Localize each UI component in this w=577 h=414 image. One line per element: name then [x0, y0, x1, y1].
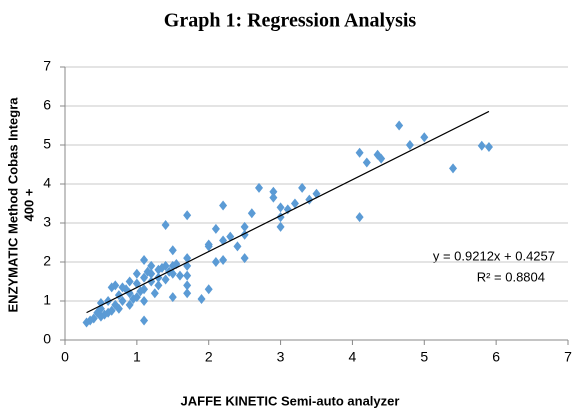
point [118, 282, 127, 293]
x-axis-label: JAFFE KINETIC Semi-auto analyzer [181, 393, 400, 408]
point [147, 260, 156, 271]
x-tick-label: 3 [277, 349, 285, 365]
x-tick-label: 5 [420, 349, 428, 365]
point [183, 280, 192, 291]
point [233, 241, 242, 252]
point [143, 266, 152, 277]
y-tick-label: 2 [43, 253, 51, 269]
point [484, 141, 493, 152]
point [161, 219, 170, 230]
point [355, 212, 364, 223]
point [183, 210, 192, 221]
point [269, 192, 278, 203]
point [114, 303, 123, 314]
point [183, 253, 192, 264]
x-tick-label: 1 [133, 349, 141, 365]
equation: y = 0.9212x + 0.4257 [433, 248, 555, 263]
point [355, 147, 364, 158]
point [298, 182, 307, 193]
y-tick-label: 4 [43, 175, 51, 191]
point [140, 272, 149, 283]
y-tick-label: 3 [43, 214, 51, 230]
y-tick-label: 0 [43, 331, 51, 347]
point [377, 153, 386, 164]
y-axis-label: 400 + [21, 188, 36, 221]
point [175, 270, 184, 281]
point [219, 200, 228, 211]
y-tick-label: 1 [43, 292, 51, 308]
point [107, 282, 116, 293]
point [168, 245, 177, 256]
point [132, 268, 141, 279]
point [240, 253, 249, 264]
point [96, 297, 105, 308]
point [477, 140, 486, 151]
point [161, 274, 170, 285]
point [283, 204, 292, 215]
point [204, 284, 213, 295]
point [118, 296, 127, 306]
x-tick-label: 4 [349, 349, 357, 365]
x-tick-label: 6 [492, 349, 500, 365]
point [140, 296, 149, 306]
trendline [86, 110, 490, 314]
y-tick-label: 5 [43, 136, 51, 152]
point [136, 286, 145, 297]
point [204, 241, 213, 252]
point [197, 294, 206, 305]
point [168, 292, 177, 303]
point [82, 317, 91, 328]
point [211, 257, 220, 267]
x-tick-label: 0 [61, 349, 69, 365]
point [290, 198, 299, 209]
point [395, 120, 404, 131]
x-tick-label: 2 [205, 349, 213, 365]
chart-title: Graph 1: Regression Analysis [164, 10, 417, 32]
point [276, 202, 285, 213]
point [129, 294, 138, 305]
y-tick-label: 7 [43, 58, 51, 74]
y-axis-label: ENZYMATIC Method Cobas Integra [5, 97, 20, 313]
point [211, 223, 220, 234]
point [183, 270, 192, 281]
point [247, 208, 256, 219]
point [158, 262, 167, 273]
point [269, 186, 278, 197]
x-tick-label: 7 [564, 349, 572, 365]
point [125, 299, 134, 310]
r-squared: R² = 0.8804 [477, 269, 545, 284]
y-tick-label: 6 [43, 97, 51, 113]
point [449, 163, 458, 174]
point [255, 182, 264, 193]
point [240, 221, 249, 232]
point [183, 288, 192, 299]
point [140, 255, 149, 266]
point [125, 276, 134, 287]
point [405, 140, 414, 150]
point [150, 288, 159, 299]
point [276, 221, 285, 232]
point [362, 157, 371, 168]
point [154, 280, 163, 291]
point [420, 132, 429, 143]
point [140, 315, 149, 326]
point [219, 255, 228, 266]
